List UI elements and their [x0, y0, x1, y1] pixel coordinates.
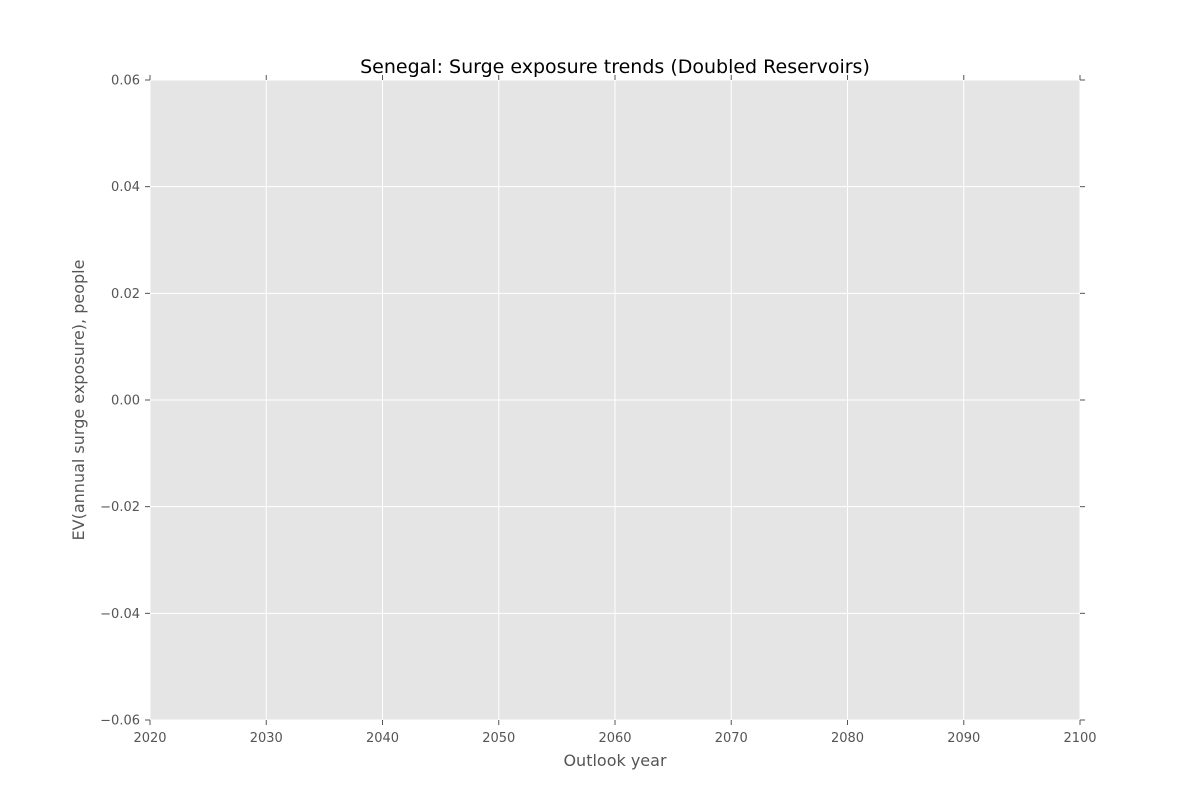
x-tick-label: 2060 — [598, 731, 631, 746]
x-tick-label: 2070 — [715, 731, 748, 746]
y-tick-label: −0.06 — [100, 714, 140, 729]
y-tick-label: 0.02 — [111, 287, 140, 302]
x-tick-label: 2050 — [482, 731, 515, 746]
x-axis-label: Outlook year — [563, 751, 667, 770]
x-tick-label: 2040 — [366, 731, 399, 746]
x-tick-label: 2020 — [133, 731, 166, 746]
x-tick-label: 2030 — [250, 731, 283, 746]
y-tick-label: 0.00 — [111, 394, 140, 409]
y-tick-label: −0.04 — [100, 607, 140, 622]
y-tick-label: 0.06 — [111, 74, 140, 89]
x-tick-label: 2090 — [947, 731, 980, 746]
x-tick-label: 2100 — [1063, 731, 1096, 746]
y-tick-label: −0.02 — [100, 500, 140, 515]
x-tick-label: 2080 — [831, 731, 864, 746]
axis-ticks: 2020 2030 2040 2050 2060 2070 2080 2090 2100 0.06… — [100, 74, 1096, 747]
chart-title: Senegal: Surge exposure trends (Doubled … — [360, 56, 870, 78]
y-tick-label: 0.04 — [111, 180, 140, 195]
y-axis-label: EV(annual surge exposure), people — [69, 260, 88, 541]
grid-lines — [149, 79, 1081, 721]
